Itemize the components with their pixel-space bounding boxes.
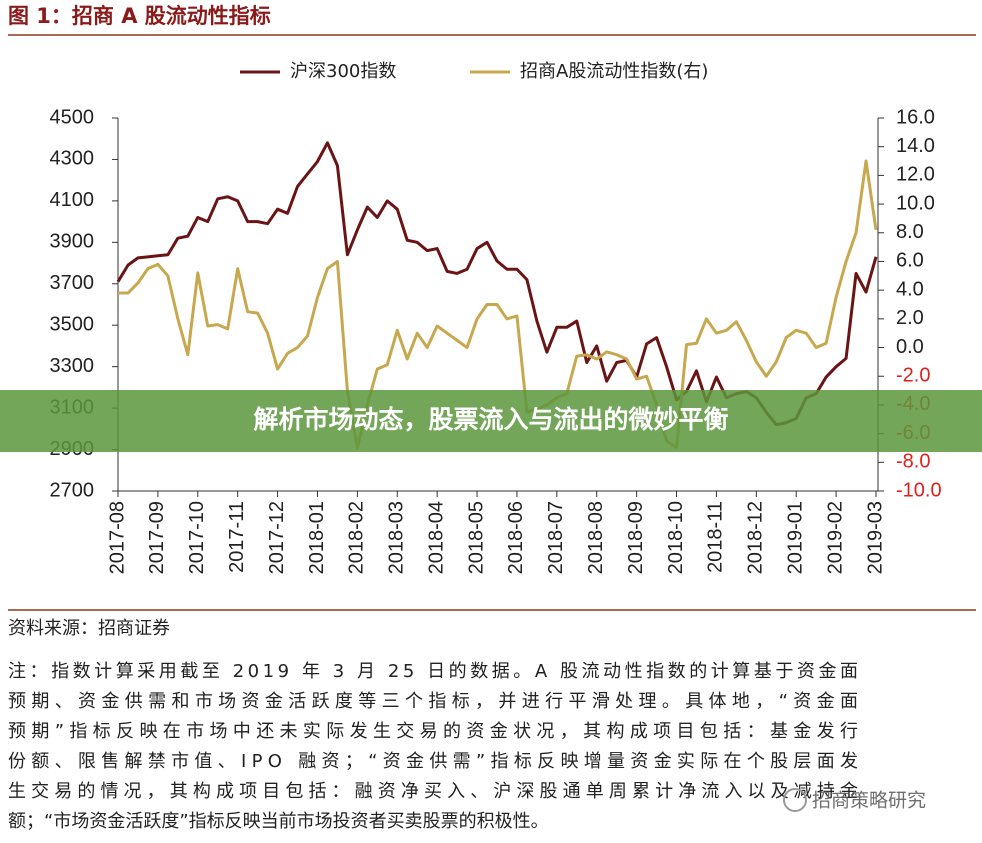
x-tick-label: 2018-04 (425, 501, 447, 574)
y2-tick-label: 14.0 (896, 135, 935, 157)
y2-tick-label: 10.0 (896, 192, 935, 214)
x-tick-label: 2018-12 (745, 501, 767, 574)
y2-tick-label: 6.0 (896, 250, 924, 272)
watermark: 招商策略研究 (812, 790, 926, 812)
series-line (116, 141, 878, 427)
y-tick-label: 4500 (50, 106, 95, 128)
banner-text: 解析市场动态，股票流入与流出的微妙平衡 (253, 405, 728, 434)
x-tick-label: 2017-11 (226, 501, 248, 573)
y-tick-label: 4100 (50, 189, 95, 211)
x-tick-label: 2018-07 (545, 501, 567, 574)
banner-band (0, 390, 982, 452)
y2-tick-label: 0.0 (896, 336, 924, 358)
y2-tick-label: 2.0 (896, 307, 924, 329)
y2-tick-label: -10.0 (896, 479, 942, 501)
y2-tick-label: -8.0 (896, 451, 930, 473)
note-line: 预期、资金供需和市场资金活跃度等三个指标，并进行平滑处理。具体地，“资金面 (8, 691, 858, 712)
x-tick-label: 2018-08 (585, 501, 607, 574)
note-line: 份额、限售解禁市值、IPO 融资；“资金供需”指标反映增量资金实际在个股层面发 (8, 751, 858, 772)
x-tick-label: 2018-06 (505, 501, 527, 574)
x-tick-label: 2018-01 (306, 501, 328, 574)
x-tick-label: 2018-10 (665, 501, 687, 574)
series-line (118, 159, 878, 450)
y2-tick-label: 16.0 (896, 106, 935, 128)
note-line: 额；“市场资金活跃度”指标反映当前市场投资者买卖股票的积极性。 (8, 811, 549, 832)
y2-tick-label: 8.0 (896, 221, 924, 243)
y-tick-label: 2700 (50, 479, 95, 501)
y2-tick-label: -2.0 (896, 365, 930, 387)
legend-label: 沪深300指数 (290, 61, 396, 82)
x-tick-label: 2018-11 (705, 501, 727, 573)
y-tick-label: 3500 (50, 314, 95, 336)
x-tick-label: 2017-09 (146, 501, 168, 574)
x-tick-label: 2018-03 (386, 501, 408, 574)
watermark-icon (783, 788, 807, 812)
x-tick-label: 2018-09 (625, 501, 647, 574)
x-tick-label: 2018-05 (465, 501, 487, 574)
note-line: 生交易的情况，其构成项目包括：融资净买入、沪深股通单周累计净流入以及减持金 (8, 781, 858, 802)
x-tick-label: 2017-08 (106, 501, 128, 574)
y-tick-label: 4300 (50, 148, 95, 170)
x-tick-label: 2017-12 (266, 501, 288, 574)
y-tick-label: 3900 (50, 231, 95, 253)
x-tick-label: 2019-03 (864, 501, 886, 574)
source: 资料来源：招商证券 (8, 618, 170, 639)
y-tick-label: 3300 (50, 355, 95, 377)
y2-tick-label: 12.0 (896, 164, 935, 186)
y-tick-label: 3700 (50, 272, 95, 294)
x-tick-label: 2017-10 (186, 501, 208, 574)
y2-tick-label: 4.0 (896, 278, 924, 300)
note-line: 注：指数计算采用截至 2019 年 3 月 25 日的数据。A 股流动性指数的计… (8, 661, 858, 682)
chart-title: 图 1：招商 A 股流动性指标 (8, 4, 271, 28)
x-tick-label: 2018-02 (346, 501, 368, 574)
x-tick-label: 2019-01 (784, 501, 806, 574)
legend-label: 招商A股流动性指数(右) (520, 61, 708, 82)
x-tick-label: 2019-02 (824, 501, 846, 574)
note-line: 预期”指标反映在市场中还未实际发生交易的资金状况，其构成项目包括：基金发行 (8, 721, 858, 742)
